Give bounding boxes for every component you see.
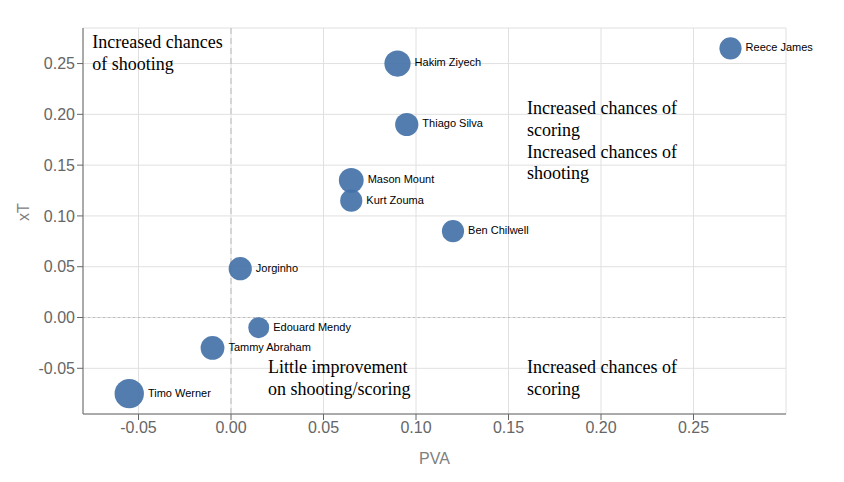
svg-text:Increased chances ofscoringInc: Increased chances ofscoringIncreased cha… (527, 98, 677, 183)
svg-text:-0.05: -0.05 (120, 419, 157, 436)
svg-text:Tammy Abraham: Tammy Abraham (228, 341, 311, 353)
svg-text:0.10: 0.10 (44, 208, 75, 225)
svg-text:Ben Chilwell: Ben Chilwell (468, 224, 529, 236)
svg-text:xT: xT (15, 203, 32, 221)
svg-text:Edouard Mendy: Edouard Mendy (273, 321, 351, 333)
svg-text:0.25: 0.25 (678, 419, 709, 436)
svg-text:0.00: 0.00 (215, 419, 246, 436)
svg-text:Timo Werner: Timo Werner (148, 387, 211, 399)
svg-text:Hakim Ziyech: Hakim Ziyech (415, 56, 482, 68)
svg-text:Kurt Zouma: Kurt Zouma (366, 194, 424, 206)
svg-text:0.25: 0.25 (44, 55, 75, 72)
svg-text:0.15: 0.15 (44, 157, 75, 174)
svg-text:0.00: 0.00 (44, 309, 75, 326)
svg-text:-0.05: -0.05 (39, 360, 76, 377)
svg-text:Increased chances ofscoring: Increased chances ofscoring (527, 357, 677, 399)
svg-text:0.10: 0.10 (400, 419, 431, 436)
svg-text:PVA: PVA (419, 450, 450, 467)
svg-text:0.05: 0.05 (44, 258, 75, 275)
svg-text:Jorginho: Jorginho (256, 262, 298, 274)
svg-text:Reece James: Reece James (746, 41, 814, 53)
svg-text:0.20: 0.20 (44, 106, 75, 123)
svg-text:0.05: 0.05 (308, 419, 339, 436)
svg-text:0.20: 0.20 (585, 419, 616, 436)
svg-text:Little improvementon shooting/: Little improvementon shooting/scoring (268, 357, 411, 399)
svg-text:0.15: 0.15 (493, 419, 524, 436)
svg-text:Mason Mount: Mason Mount (368, 173, 435, 185)
svg-text:Increased chancesof shooting: Increased chancesof shooting (92, 32, 222, 74)
svg-text:Thiago Silva: Thiago Silva (422, 117, 483, 129)
